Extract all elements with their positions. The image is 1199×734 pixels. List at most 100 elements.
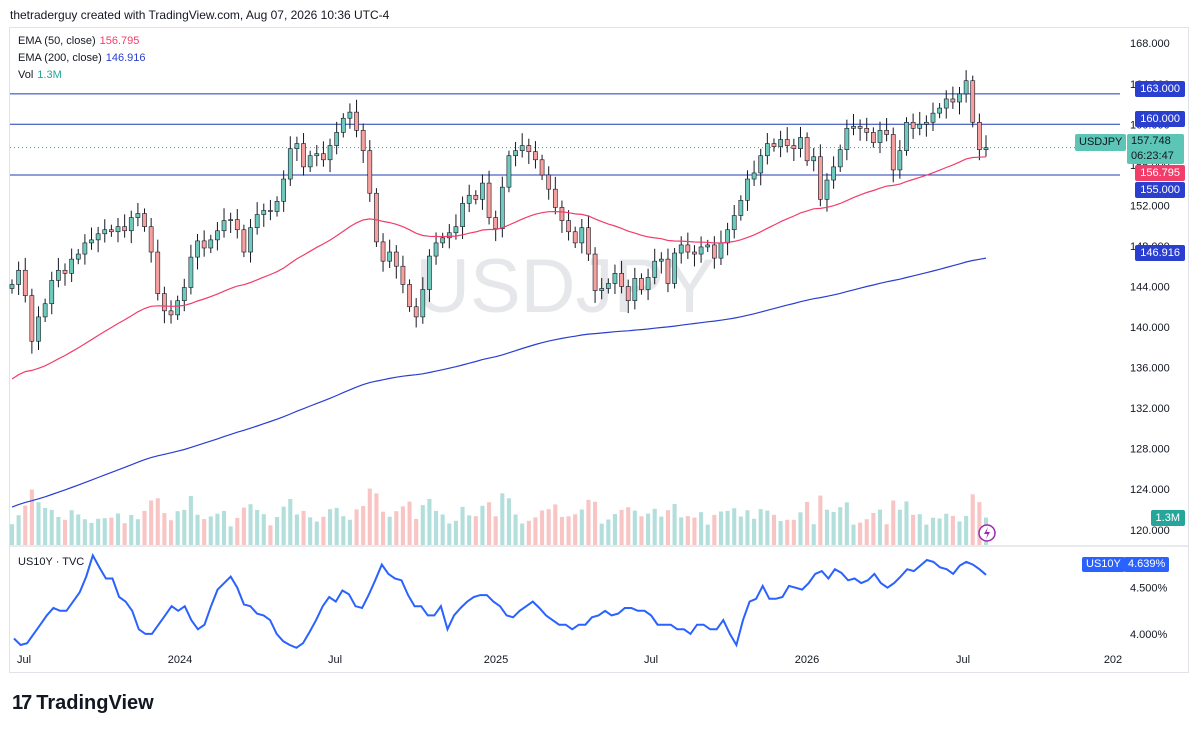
volume-bar [765,510,770,545]
candle [877,130,883,143]
candle [658,258,664,262]
volume-bar [897,509,902,545]
volume-bar [559,516,564,545]
candle [824,179,830,200]
candle [62,269,68,274]
candle [871,132,876,143]
volume-bar [626,507,631,545]
volume-bar [367,488,372,545]
candle [215,230,220,241]
volume-bar [347,519,352,545]
candle [49,280,55,305]
volume-bar [798,512,803,545]
candle [9,284,15,289]
candle [274,201,280,212]
volume-bar [261,514,266,545]
ema50-value: 156.795 [99,35,140,47]
volume-bar [149,500,154,545]
us10y-legend[interactable]: US10Y · TVC [18,556,85,568]
ema200-price-tag: 146.916 [1135,245,1185,261]
volume-bar [228,526,233,545]
price-tick: 132.000 [1130,403,1170,415]
volume-bar [361,506,366,545]
volume-bar [791,519,796,545]
volume-bar [248,504,253,545]
candle [420,289,426,318]
candle [82,242,88,255]
candle [69,258,74,274]
volume-bar [29,489,34,545]
price-tick: 168.000 [1130,38,1170,50]
volume-bar [752,518,757,545]
candle [579,227,585,244]
volume-bar [844,502,849,545]
time-tick: 2026 [795,654,819,666]
volume-bar [195,514,200,545]
candle [639,278,644,290]
candle [837,149,843,168]
price-tick: 120.000 [1130,525,1170,537]
candle [685,244,691,253]
candle [970,80,976,123]
candle [652,260,658,278]
candle [268,210,273,212]
candle [321,153,326,161]
volume-bar [732,508,737,545]
volume-bar [553,504,558,545]
volume-bar [62,519,68,545]
candle [572,231,578,244]
volume-bar [871,513,876,545]
volume-bar [215,513,220,545]
candle [36,316,41,342]
price-tick: 124.000 [1130,484,1170,496]
volume-bar [467,515,472,545]
candle [552,188,558,208]
volume-bar [447,523,452,545]
volume-bar [321,516,326,545]
volume-bar [612,514,617,545]
volume-bar [937,518,942,545]
volume-bar [851,524,856,545]
ema200-line [11,257,987,508]
volume-bar [493,516,498,545]
tradingview-logo-icon: 17 [12,692,32,714]
volume-bar [712,514,717,545]
volume-legend[interactable]: Vol 1.3M [18,69,62,81]
ema200-legend[interactable]: EMA (200, close) 146.916 [18,52,146,64]
candle [546,174,552,190]
candle [678,244,684,254]
time-tick: 202 [1104,654,1122,666]
volume-bar [685,516,690,545]
candle [22,269,28,296]
volume-bar [328,509,333,545]
candle [910,121,916,129]
candle [135,213,141,218]
replay-icon[interactable] [978,524,996,542]
volume-bar [168,520,174,545]
candle [142,213,147,227]
candle [586,227,591,255]
candle [387,251,393,262]
volume-bar [473,516,478,545]
candle [433,242,439,257]
volume-bar [109,517,114,545]
volume-bar [672,504,677,545]
volume-bar [838,507,843,545]
volume-bar [964,515,969,545]
candle [162,293,167,312]
volume-bar [520,523,525,545]
candle [818,156,823,200]
volume-bar [877,509,883,545]
ema50-legend[interactable]: EMA (50, close) 156.795 [18,35,139,47]
line-163-tag: 163.000 [1135,81,1185,97]
candle [347,111,353,119]
candle [254,214,260,229]
ema50-label: EMA (50, close) [18,35,96,47]
candle [632,278,638,301]
candle [109,229,114,233]
tradingview-logo[interactable]: 17 TradingView [12,692,154,715]
volume-bar [771,514,777,545]
volume-bar [540,510,545,545]
volume-bar [414,519,419,545]
